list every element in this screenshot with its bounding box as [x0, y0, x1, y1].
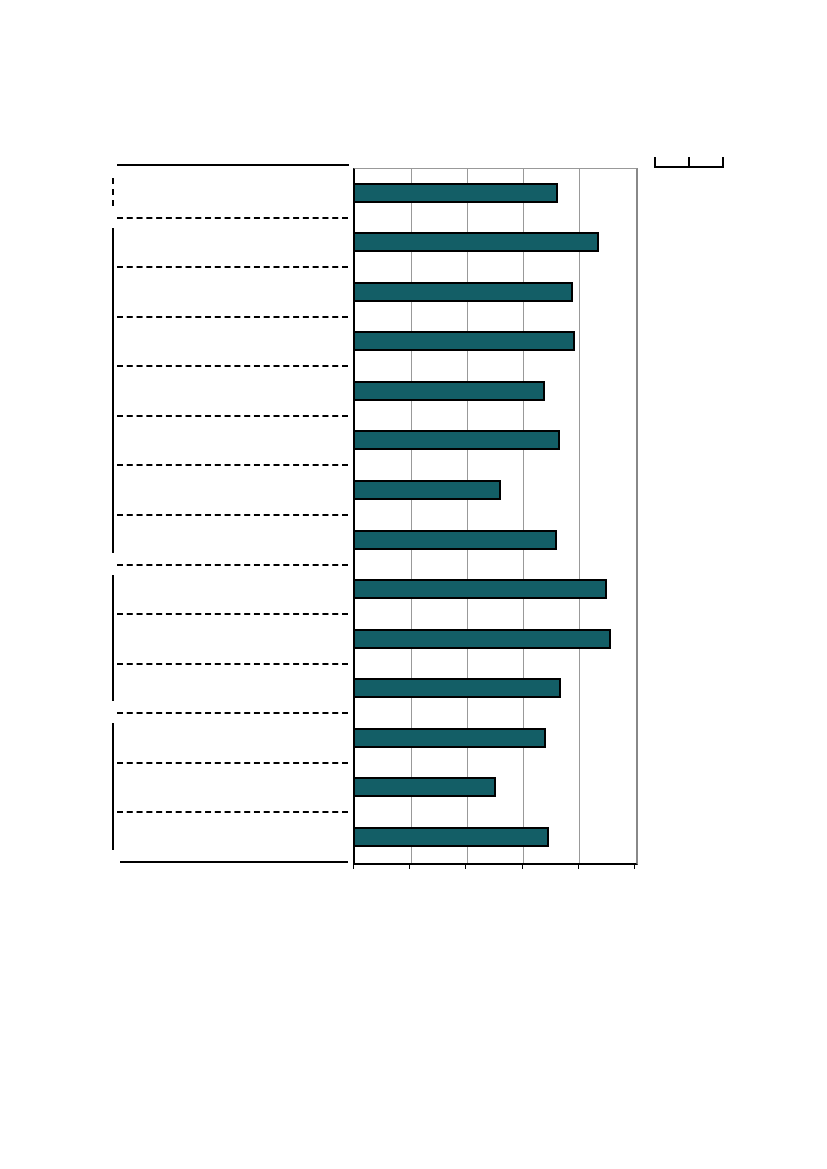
axis-tick — [465, 864, 467, 869]
label-area-top-border — [117, 164, 349, 166]
bar — [355, 430, 560, 451]
bar — [355, 678, 561, 699]
axis-tick — [521, 864, 523, 869]
gridline — [579, 169, 581, 863]
category-separator — [117, 662, 348, 665]
category-separator — [117, 712, 348, 715]
label-area-bottom-border — [120, 861, 348, 863]
category-separator — [117, 514, 348, 516]
bar — [355, 479, 501, 500]
group-bracket-solid — [112, 227, 114, 553]
category-separator — [117, 563, 348, 566]
category-separator — [117, 414, 348, 417]
scale-bracket — [654, 157, 724, 168]
gridline — [410, 169, 412, 863]
bar — [355, 380, 545, 401]
category-separator — [117, 761, 348, 764]
bar — [355, 281, 574, 302]
category-separator — [117, 315, 348, 318]
gridline — [523, 169, 525, 863]
category-separator — [117, 613, 348, 616]
scale-bracket-tick — [688, 157, 690, 166]
bar — [355, 232, 599, 253]
scale-bracket-tick — [654, 157, 656, 166]
bar — [355, 628, 611, 649]
group-bracket-solid — [112, 574, 114, 702]
axis-tick — [353, 864, 354, 869]
group-bracket-dashed — [112, 178, 114, 206]
category-separator — [117, 811, 348, 814]
group-bracket-solid — [112, 723, 114, 850]
bar — [355, 182, 558, 203]
gridline — [466, 169, 468, 863]
bar — [355, 727, 546, 748]
bar — [355, 579, 607, 600]
scale-bracket-tick — [722, 157, 724, 166]
bar — [355, 777, 496, 798]
axis-tick — [409, 864, 411, 869]
axis-tick — [634, 864, 635, 869]
bar — [355, 331, 575, 352]
axis-tick — [577, 864, 579, 869]
bar — [355, 826, 549, 847]
category-separator — [117, 365, 348, 368]
category-separator — [117, 216, 348, 219]
bar — [355, 529, 557, 550]
category-separator — [117, 464, 348, 467]
plot-area — [353, 168, 638, 865]
category-separator — [117, 266, 348, 269]
